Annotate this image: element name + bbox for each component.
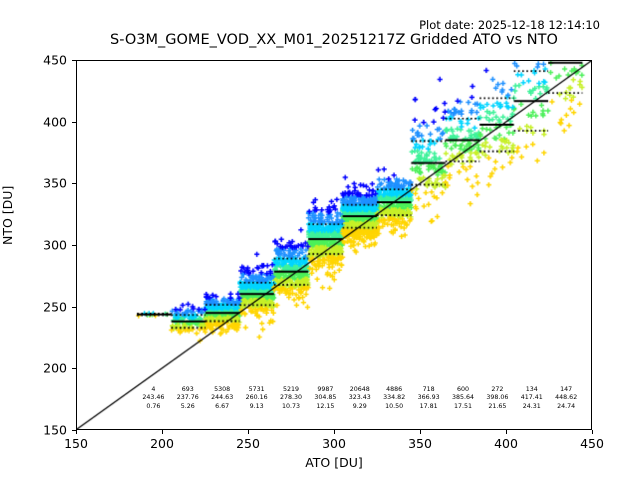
bin-count: 272 — [491, 386, 504, 393]
bin-stat-column: 600 385.64 17.51 — [452, 386, 474, 411]
y-tick-label: 150 — [43, 422, 67, 438]
bin-stat-column: 134 417.41 24.31 — [521, 386, 543, 411]
scatter-plot-canvas — [77, 61, 591, 429]
bin-stddev: 0.76 — [146, 402, 161, 410]
bin-stddev: 17.81 — [419, 402, 438, 410]
x-tick-mark — [506, 430, 507, 434]
bin-count: 147 — [560, 386, 573, 393]
y-tick-mark — [72, 430, 76, 431]
bin-stat-column: 4886 334.82 10.50 — [383, 386, 405, 411]
page-title: S-O3M_GOME_VOD_XX_M01_20251217Z Gridded … — [110, 32, 558, 48]
bin-mean: 448.62 — [555, 394, 578, 402]
x-tick-mark — [76, 430, 77, 434]
bin-mean: 278.30 — [279, 394, 303, 402]
bin-stddev: 5.26 — [180, 402, 195, 410]
bin-count: 5731 — [248, 386, 265, 393]
y-axis-label: NTO [DU] — [0, 185, 15, 245]
bin-count: 4886 — [386, 386, 403, 393]
bin-stat-column: 718 366.93 17.81 — [418, 386, 440, 411]
x-tick-mark — [592, 430, 593, 434]
bin-stddev: 12.15 — [316, 402, 335, 410]
bin-count: 134 — [525, 386, 538, 393]
bin-mean: 334.82 — [383, 394, 406, 402]
bin-count: 693 — [181, 386, 194, 393]
y-tick-mark — [72, 183, 76, 185]
bin-mean: 244.63 — [211, 394, 234, 402]
bin-mean: 417.41 — [520, 394, 543, 402]
x-tick-label: 200 — [150, 436, 174, 451]
plot-axes-area — [76, 60, 592, 430]
x-axis-label: ATO [DU] — [305, 455, 363, 470]
bin-stddev: 9.29 — [352, 402, 367, 410]
bin-count: 4 — [151, 386, 156, 393]
bin-stat-column: 5731 260.16 9.13 — [246, 386, 268, 411]
bin-mean: 385.64 — [451, 394, 475, 402]
bin-stddev: 17.51 — [453, 402, 473, 410]
bin-stddev: 10.50 — [385, 402, 404, 410]
bin-mean: 398.06 — [486, 394, 509, 402]
bin-mean: 366.93 — [417, 394, 440, 402]
y-tick-mark — [72, 306, 76, 308]
y-tick-mark — [72, 60, 76, 61]
bin-stddev: 9.13 — [249, 402, 264, 410]
bin-count: 20648 — [349, 386, 370, 393]
y-tick-label: 350 — [43, 175, 67, 191]
x-tick-mark — [420, 430, 421, 434]
bin-stat-column: 9987 304.85 12.15 — [314, 386, 336, 411]
bin-statistics-table: 4 243.46 0.76 693 237.76 5.26 5308 244.63 6.67 57… — [76, 386, 592, 416]
y-tick-label: 450 — [43, 52, 67, 68]
y-tick-label: 250 — [43, 299, 67, 315]
bin-stat-column: 693 237.76 5.26 — [177, 386, 199, 411]
x-tick-label: 300 — [322, 436, 346, 451]
bin-stddev: 6.67 — [215, 402, 230, 410]
y-tick-label: 300 — [43, 237, 67, 253]
bin-stat-column: 5219 278.30 10.73 — [280, 386, 302, 411]
bin-count: 600 — [456, 386, 470, 393]
bin-stddev: 24.74 — [557, 402, 576, 410]
bin-mean: 243.46 — [142, 394, 165, 402]
plot-date-text: Plot date: 2025-12-18 12:14:10 — [419, 18, 600, 32]
bin-stat-column: 272 398.06 21.65 — [486, 386, 508, 411]
x-tick-label: 150 — [64, 436, 88, 451]
bin-stat-column: 20648 323.43 9.29 — [349, 386, 371, 411]
y-tick-mark — [72, 368, 76, 370]
bin-count: 5308 — [214, 386, 231, 393]
x-tick-mark — [248, 430, 249, 434]
bin-stddev: 10.73 — [281, 402, 301, 410]
x-tick-label: 400 — [494, 436, 518, 451]
y-tick-label: 200 — [43, 360, 67, 376]
y-tick-mark — [72, 121, 76, 123]
bin-stat-column: 147 448.62 24.74 — [555, 386, 577, 411]
bin-count: 5219 — [282, 386, 300, 393]
bin-count: 9987 — [317, 386, 334, 393]
y-tick-label: 400 — [43, 114, 67, 130]
x-tick-mark — [162, 430, 163, 434]
bin-stddev: 21.65 — [488, 402, 507, 410]
x-tick-label: 450 — [580, 436, 604, 451]
bin-mean: 237.76 — [176, 394, 199, 402]
bin-mean: 323.43 — [348, 394, 371, 402]
y-tick-mark — [72, 245, 76, 246]
bin-count: 718 — [422, 386, 435, 393]
bin-stat-column: 5308 244.63 6.67 — [211, 386, 233, 411]
bin-mean: 260.16 — [245, 394, 268, 402]
x-tick-mark — [334, 430, 335, 434]
x-tick-label: 250 — [236, 436, 260, 451]
x-tick-label: 350 — [408, 436, 432, 451]
bin-stat-column: 4 243.46 0.76 — [142, 386, 164, 411]
bin-stddev: 24.31 — [522, 402, 541, 410]
bin-mean: 304.85 — [314, 394, 337, 402]
